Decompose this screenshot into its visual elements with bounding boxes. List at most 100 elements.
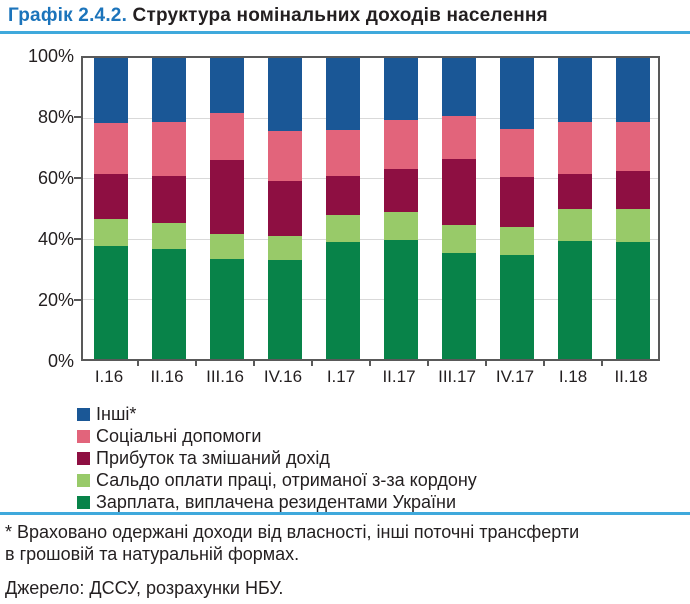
bar-II.18 xyxy=(616,58,650,359)
bar-segment xyxy=(94,219,128,247)
x-axis-tick xyxy=(369,361,371,366)
x-axis-label: II.18 xyxy=(614,367,648,386)
y-axis-label: 20% xyxy=(37,290,74,310)
bar-segment xyxy=(442,253,476,359)
bar-segment xyxy=(268,235,302,261)
y-axis-label: 60% xyxy=(37,168,74,188)
plot-inner xyxy=(83,58,658,359)
legend-label: Інші* xyxy=(96,404,137,424)
x-axis-label: IV.16 xyxy=(263,367,303,386)
bar-segment xyxy=(558,58,592,123)
chart-title-number: Графік 2.4.2. xyxy=(8,5,128,26)
bar-segment xyxy=(326,214,360,243)
bar-segment xyxy=(94,173,128,220)
legend-label: Соціальні допомоги xyxy=(96,426,262,446)
bar-III.16 xyxy=(210,58,244,359)
bar-segment xyxy=(94,122,128,174)
chart-title: Графік 2.4.2. Структура номінальних дохо… xyxy=(8,5,548,27)
bar-segment xyxy=(210,258,244,359)
x-axis-tick xyxy=(253,361,255,366)
bar-segment xyxy=(384,58,418,120)
x-axis-label: I.16 xyxy=(94,367,124,386)
bar-II.17 xyxy=(384,58,418,359)
legend-swatch xyxy=(77,429,90,443)
bar-segment xyxy=(152,58,186,122)
bar-segment xyxy=(500,226,534,255)
source-line: Джерело: ДССУ, розрахунки НБУ. xyxy=(5,578,284,598)
gridline xyxy=(83,178,658,180)
bar-segment xyxy=(152,249,186,359)
chart-title-text: Структура номінальних доходів населення xyxy=(127,5,548,26)
legend-label: Прибуток та змішаний дохід xyxy=(96,448,330,468)
bar-segment xyxy=(616,209,650,242)
legend-swatch xyxy=(77,451,90,465)
bar-segment xyxy=(558,174,592,210)
gridline xyxy=(83,298,658,300)
bar-segment xyxy=(384,119,418,170)
x-axis-tick xyxy=(485,361,487,366)
bar-segment xyxy=(210,234,244,259)
gridline xyxy=(83,238,658,240)
bar-segment xyxy=(384,169,418,213)
legend-label: Сальдо оплати праці, отриманої з-за корд… xyxy=(96,470,477,490)
bar-segment xyxy=(500,177,534,227)
bar-segment xyxy=(210,58,244,114)
legend-item: Сальдо оплати праці, отриманої з-за корд… xyxy=(77,469,477,491)
x-axis-label: I.18 xyxy=(558,367,588,386)
bar-segment xyxy=(268,58,302,131)
bar-segment xyxy=(442,58,476,116)
x-axis-tick xyxy=(427,361,429,366)
bar-segment xyxy=(616,170,650,210)
x-axis-label: IV.17 xyxy=(495,367,535,386)
bar-II.16 xyxy=(152,58,186,359)
x-axis-label: II.17 xyxy=(382,367,416,386)
plot-area xyxy=(81,56,660,361)
bar-segment xyxy=(210,113,244,161)
legend-item: Інші* xyxy=(77,403,477,425)
footnote: * Враховано одержані доходи від власност… xyxy=(5,522,580,564)
x-axis-label: III.16 xyxy=(206,367,244,386)
y-axis-tick xyxy=(74,177,81,179)
bar-segment xyxy=(326,175,360,215)
y-axis-tick xyxy=(74,116,81,118)
y-axis-tick xyxy=(74,238,81,240)
bar-I.17 xyxy=(326,58,360,359)
bar-III.17 xyxy=(442,58,476,359)
gridline xyxy=(83,118,658,120)
bar-segment xyxy=(326,58,360,131)
bar-segment xyxy=(500,254,534,359)
x-axis-tick xyxy=(601,361,603,366)
bar-segment xyxy=(210,160,244,235)
bar-segment xyxy=(268,130,302,182)
bar-segment xyxy=(558,240,592,359)
bar-segment xyxy=(500,128,534,178)
x-axis-tick xyxy=(195,361,197,366)
bar-segment xyxy=(94,58,128,123)
bar-segment xyxy=(616,121,650,171)
bar-segment xyxy=(326,242,360,359)
bar-segment xyxy=(326,130,360,176)
bar-segment xyxy=(442,225,476,254)
legend-label: Зарплата, виплачена резидентами України xyxy=(96,492,457,512)
bar-I.18 xyxy=(558,58,592,359)
bar-segment xyxy=(152,121,186,177)
bar-IV.17 xyxy=(500,58,534,359)
legend-item: Соціальні допомоги xyxy=(77,425,477,447)
bar-segment xyxy=(500,58,534,129)
bar-segment xyxy=(558,122,592,175)
footnote-divider xyxy=(0,512,690,515)
bar-IV.16 xyxy=(268,58,302,359)
y-axis-label: 0% xyxy=(47,351,74,371)
legend-item: Прибуток та змішаний дохід xyxy=(77,447,477,469)
y-axis-tick xyxy=(74,299,81,301)
bar-segment xyxy=(94,246,128,359)
bar-segment xyxy=(442,115,476,159)
legend-swatch xyxy=(77,407,90,421)
title-divider xyxy=(0,31,690,34)
legend-swatch xyxy=(77,473,90,487)
x-axis-tick xyxy=(543,361,545,366)
bar-segment xyxy=(152,222,186,250)
y-axis-label: 40% xyxy=(37,229,74,249)
y-axis-label: 80% xyxy=(37,107,74,127)
